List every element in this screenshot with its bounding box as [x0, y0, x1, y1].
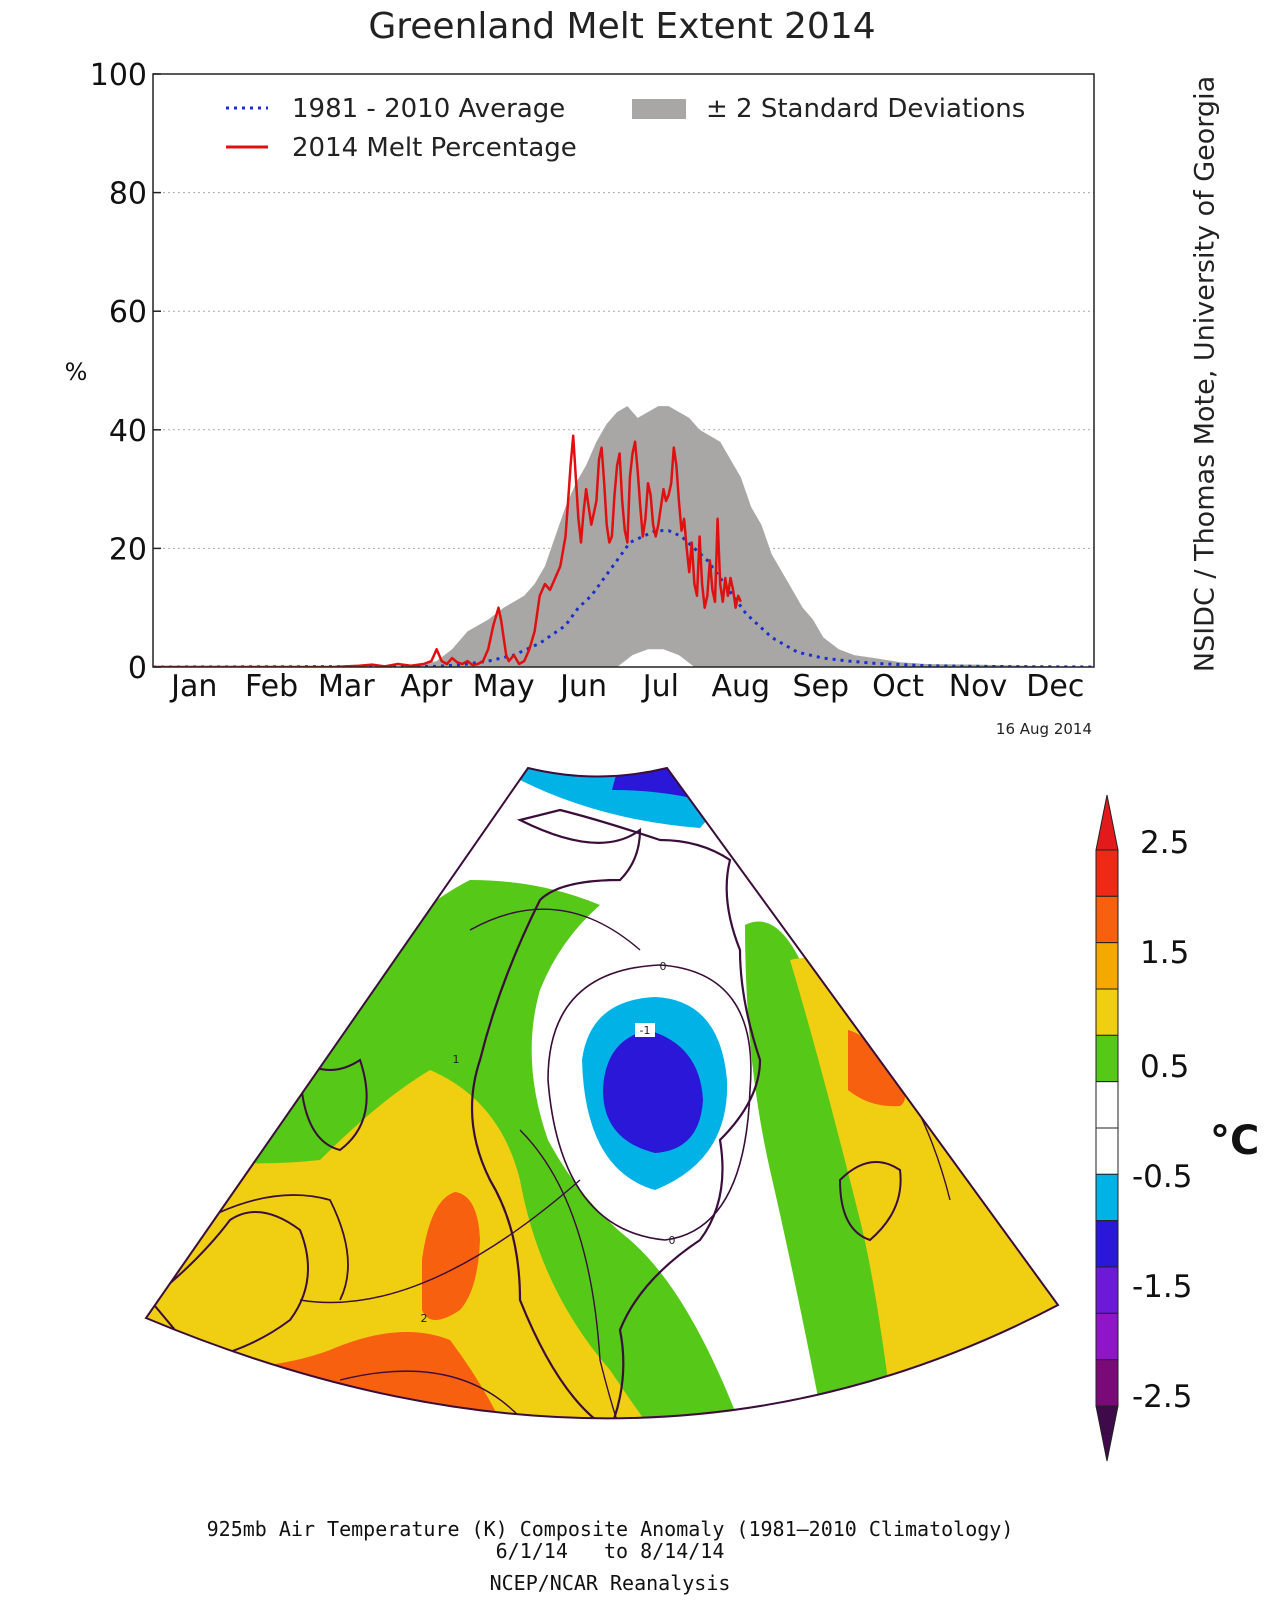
y-tick-label: 40 [109, 414, 147, 449]
contour-label: -1 [640, 1024, 651, 1037]
neutral-field [146, 768, 1058, 1419]
iceland-coastline [838, 1161, 902, 1242]
std-dev-band [153, 406, 1094, 667]
melt-extent-chart: 0 20 40 60 80 100 Jan Feb Mar Apr May Jun Jul Aug Sep… [65, 58, 1095, 704]
colorbar-bin [1095, 1173, 1119, 1222]
southwest-peak [300, 1427, 470, 1480]
x-tick-label: Jun [558, 669, 607, 704]
y-tick-label: 20 [109, 532, 147, 567]
y-axis: 0 20 40 60 80 100 [90, 58, 161, 686]
x-tick-label: Dec [1026, 669, 1084, 704]
colorbar-tick-label: -1.5 [1132, 1269, 1193, 1305]
colorbar-bin [1095, 1034, 1119, 1083]
greenland-coastline [470, 808, 762, 1419]
north-cold-anomaly [520, 768, 760, 828]
colorbar-tick-label: 1.5 [1140, 935, 1190, 971]
y-tick-label: 100 [90, 58, 147, 93]
west-coast-hot-spot [422, 1192, 480, 1320]
legend: 1981 - 2010 Average 2014 Melt Percentage… [226, 94, 1025, 163]
contour-label: 1 [453, 1053, 460, 1066]
y-tick-label: 60 [109, 295, 147, 330]
colorbar-bin [1095, 849, 1119, 897]
contour-label: 0 [660, 960, 667, 973]
y-axis-label: % [65, 358, 88, 386]
y-tick-label: 0 [128, 651, 147, 686]
contour-line [299, 1179, 581, 1304]
caption-date-range: 6/1/14 to 8/14/14 [495, 1539, 725, 1563]
contour-line [469, 908, 641, 951]
colorbar-bin [1095, 794, 1119, 851]
contour-line [519, 1129, 641, 1419]
contour-label-background [635, 1023, 655, 1037]
colorbar-bin [1095, 1266, 1119, 1314]
colorbar-bin [1095, 1081, 1119, 1129]
date-stamp: 16 Aug 2014 [995, 720, 1092, 738]
colorbar-bin [1095, 1127, 1119, 1175]
x-tick-label: Sep [792, 669, 849, 704]
caption-source: NCEP/NCAR Reanalysis [489, 1571, 731, 1595]
zero-contour [547, 964, 752, 1241]
colorbar-bin [1095, 1312, 1119, 1361]
colorbar-tick-label: 2.5 [1140, 825, 1190, 861]
contour-label: 2 [421, 1312, 428, 1325]
contour-line [839, 999, 951, 1201]
north-neutral [560, 768, 760, 900]
anomaly-fields: 0 -1 1 2 0 [146, 768, 1058, 1480]
eastern-warm-band [745, 921, 905, 1419]
colorbar-tick-label: -0.5 [1132, 1159, 1193, 1195]
colorbar-bin [1095, 1405, 1119, 1462]
x-tick-label: Feb [245, 669, 298, 704]
central-strong-cold-anomaly [603, 1030, 703, 1153]
colorbar-tick-label: -2.5 [1132, 1379, 1193, 1415]
southwest-hot-zone [146, 1332, 540, 1419]
x-tick-label: Apr [400, 669, 453, 704]
north-strong-cold-anomaly [612, 768, 700, 800]
legend-band-label: ± 2 Standard Deviations [706, 94, 1025, 124]
central-cold-anomaly [582, 997, 728, 1190]
island-coastline [298, 1058, 368, 1152]
plot-frame [152, 73, 1095, 668]
colorbar-bin [1095, 988, 1119, 1036]
x-tick-label: Nov [949, 669, 1008, 704]
contour-line [339, 1370, 561, 1419]
colorbar [1095, 794, 1119, 1462]
plot-series [153, 406, 1094, 667]
x-tick-label: May [473, 669, 535, 704]
coastline [169, 1194, 349, 1301]
colorbar-bin [1095, 942, 1119, 990]
x-tick-label: Aug [712, 669, 771, 704]
legend-band-swatch [632, 99, 686, 119]
melt-2014-line [153, 434, 742, 667]
x-tick-label: Mar [318, 669, 375, 704]
colorbar-bin [1095, 1359, 1119, 1407]
colorbar-bin [1095, 1220, 1119, 1268]
east-hot-spot [848, 1030, 905, 1107]
eastern-moderate-warm [790, 958, 1058, 1419]
western-moderate-warm [146, 1070, 690, 1419]
y-tick-label: 80 [109, 177, 147, 212]
credit-vertical: NSIDC / Thomas Mote, University of Georg… [1176, 38, 1234, 710]
colorbar-unit-label: °C [1210, 1118, 1260, 1164]
legend-melt-label: 2014 Melt Percentage [292, 133, 577, 163]
map-frame [144, 766, 1060, 1420]
western-warm-band [146, 880, 760, 1419]
colorbar-bin [1095, 895, 1119, 944]
x-tick-label: Oct [872, 669, 924, 704]
chart-title: Greenland Melt Extent 2014 [368, 6, 876, 47]
contour-label: 0 [669, 1234, 676, 1247]
colorbar-tick-label: 0.5 [1140, 1049, 1190, 1085]
baffin-coastline [148, 1211, 309, 1362]
x-tick-label: Jul [641, 669, 679, 704]
credit-text: NSIDC / Thomas Mote, University of Georg… [1189, 75, 1221, 673]
x-tick-label: Jan [169, 669, 217, 704]
legend-average-label: 1981 - 2010 Average [292, 94, 565, 124]
x-axis: Jan Feb Mar Apr May Jun Jul Aug Sep Oct Nov Dec [169, 669, 1084, 704]
caption-title: 925mb Air Temperature (K) Composite Anom… [206, 1517, 1014, 1541]
map-caption: 925mb Air Temperature (K) Composite Anom… [0, 1518, 1220, 1594]
